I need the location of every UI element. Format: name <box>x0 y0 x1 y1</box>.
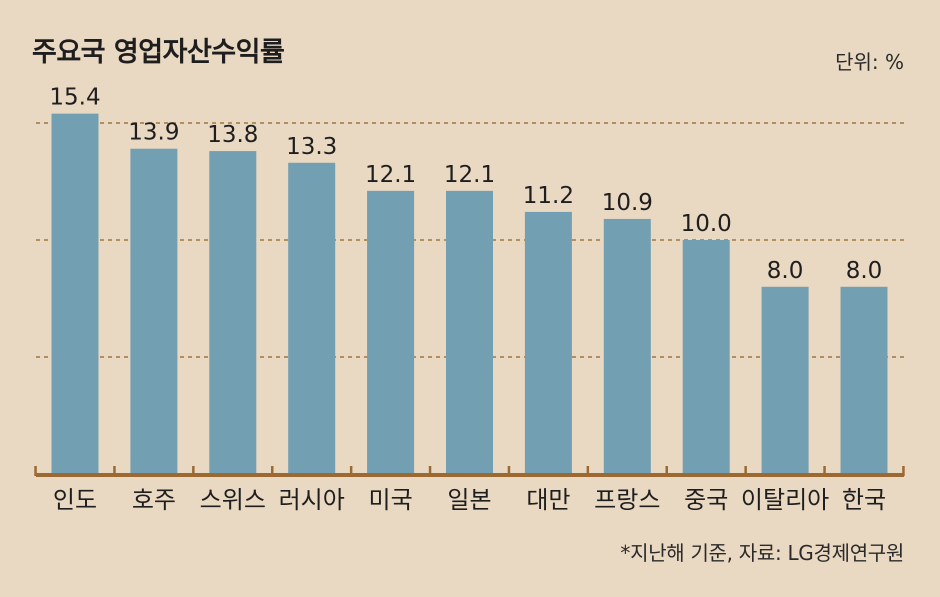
source-note: *지난해 기준, 자료: LG경제연구원 <box>620 541 904 565</box>
bar-6 <box>524 211 572 475</box>
value-label-2: 13.8 <box>207 122 258 148</box>
value-label-1: 13.9 <box>128 120 179 146</box>
bar-8 <box>682 240 730 474</box>
value-labels: 15.4 13.9 13.8 13.3 12.1 12.1 11.2 10.9 10.0 8.0 8… <box>49 85 882 284</box>
category-label-4: 미국 <box>369 486 413 514</box>
x-axis <box>34 466 905 477</box>
value-label-8: 10.0 <box>681 211 732 237</box>
category-label-8: 중국 <box>684 486 728 514</box>
bars <box>51 113 888 475</box>
chart-title: 주요국 영업자산수익률 <box>32 37 285 68</box>
value-label-0: 15.4 <box>49 85 100 111</box>
value-label-6: 11.2 <box>523 183 574 209</box>
bar-5 <box>446 190 493 475</box>
value-label-7: 10.9 <box>602 190 653 216</box>
value-label-5: 12.1 <box>444 162 495 188</box>
category-label-2: 스위스 <box>200 486 266 514</box>
bar-9 <box>761 286 809 474</box>
category-label-7: 프랑스 <box>594 486 660 514</box>
category-label-0: 인도 <box>53 486 97 514</box>
value-label-9: 8.0 <box>767 258 804 284</box>
value-label-4: 12.1 <box>365 162 416 188</box>
bar-4 <box>367 190 415 475</box>
category-label-6: 대만 <box>526 486 570 514</box>
category-label-9: 이탈리아 <box>741 486 829 514</box>
value-label-10: 8.0 <box>846 258 883 284</box>
category-label-5: 일본 <box>447 486 491 514</box>
bar-7 <box>603 218 651 474</box>
category-label-3: 러시아 <box>279 486 345 514</box>
value-label-3: 13.3 <box>286 134 337 160</box>
bar-10 <box>840 286 888 474</box>
bar-0 <box>51 113 99 474</box>
bar-1 <box>130 148 178 475</box>
bar-2 <box>209 151 257 474</box>
category-label-10: 한국 <box>842 486 886 514</box>
category-labels: 인도 호주 스위스 러시아 미국 일본 대만 프랑스 중국 이탈리아 한국 <box>53 486 886 514</box>
bar-3 <box>288 162 336 474</box>
category-label-1: 호주 <box>132 486 176 514</box>
unit-label: 단위: % <box>835 50 904 74</box>
